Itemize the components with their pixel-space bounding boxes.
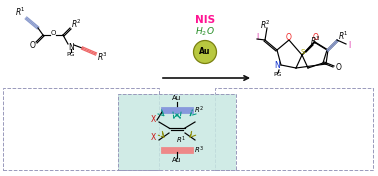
Text: PG: PG [274, 73, 282, 77]
Text: I: I [256, 33, 258, 42]
Text: O: O [286, 33, 292, 42]
Text: $R^1$: $R^1$ [176, 134, 186, 146]
Text: PG: PG [67, 52, 75, 56]
Text: Au: Au [199, 48, 211, 56]
Text: $R^1$: $R^1$ [338, 30, 349, 42]
Text: O: O [336, 64, 342, 73]
Text: O: O [30, 42, 36, 51]
Text: $R^1$: $R^1$ [15, 6, 25, 18]
Text: X: X [150, 134, 156, 143]
Circle shape [194, 40, 217, 64]
Text: O: O [50, 30, 56, 36]
Text: $R^2$: $R^2$ [194, 104, 204, 116]
Text: Au: Au [172, 95, 181, 101]
Text: $R^2$: $R^2$ [260, 19, 270, 31]
Bar [3, 88, 159, 170]
Text: NIS: NIS [195, 15, 215, 25]
Text: Au: Au [172, 157, 181, 163]
Bar [118, 94, 236, 170]
Text: $R^3$: $R^3$ [98, 51, 108, 63]
Text: $R^3$: $R^3$ [194, 144, 204, 156]
Bar [215, 88, 373, 170]
Text: $H_2O$: $H_2O$ [195, 26, 215, 38]
Text: N: N [274, 61, 280, 71]
Bar [118, 94, 236, 170]
Text: N: N [68, 42, 74, 52]
Text: $R^3$: $R^3$ [310, 35, 322, 47]
Text: $R^2$: $R^2$ [71, 18, 81, 30]
Text: I: I [348, 42, 350, 51]
Text: X: X [150, 115, 156, 124]
Text: O: O [313, 33, 319, 42]
Text: S: S [301, 49, 305, 55]
